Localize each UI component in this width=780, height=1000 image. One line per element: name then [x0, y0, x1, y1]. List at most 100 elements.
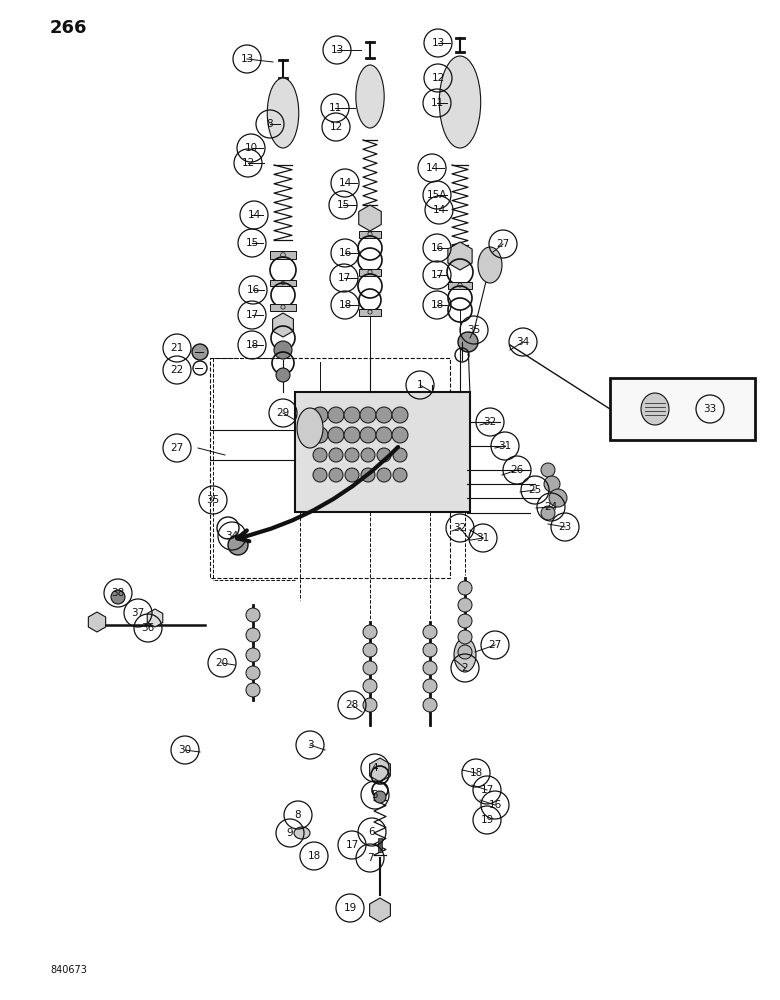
Bar	[210, 358, 450, 578]
Text: 19: 19	[480, 815, 494, 825]
Text: 2: 2	[462, 663, 468, 673]
Ellipse shape	[297, 408, 323, 448]
Text: 11: 11	[328, 103, 342, 113]
Circle shape	[276, 368, 290, 382]
Bar	[359, 231, 381, 237]
Circle shape	[363, 679, 377, 693]
Circle shape	[549, 489, 567, 507]
Polygon shape	[370, 758, 391, 782]
Circle shape	[363, 661, 377, 675]
Text: 29: 29	[276, 408, 289, 418]
Text: 14: 14	[339, 178, 352, 188]
Circle shape	[345, 448, 359, 462]
Text: 4: 4	[372, 763, 378, 773]
Polygon shape	[147, 609, 163, 627]
Text: 6: 6	[369, 827, 375, 837]
Text: 5: 5	[372, 790, 378, 800]
Text: 9: 9	[287, 828, 293, 838]
Text: 3: 3	[307, 740, 314, 750]
Circle shape	[458, 630, 472, 644]
Text: 18: 18	[470, 768, 483, 778]
Circle shape	[328, 427, 344, 443]
Text: 18: 18	[307, 851, 321, 861]
Circle shape	[345, 468, 359, 482]
Text: 27: 27	[170, 443, 183, 453]
Circle shape	[423, 625, 437, 639]
Text: 26: 26	[510, 465, 523, 475]
Circle shape	[246, 648, 260, 662]
Circle shape	[363, 698, 377, 712]
Circle shape	[458, 581, 472, 595]
Text: 18: 18	[339, 300, 352, 310]
Ellipse shape	[478, 247, 502, 283]
Circle shape	[376, 407, 392, 423]
Text: 20: 20	[215, 658, 229, 668]
Text: 32: 32	[484, 417, 497, 427]
Circle shape	[458, 614, 472, 628]
Polygon shape	[359, 205, 381, 231]
Circle shape	[377, 448, 391, 462]
Text: 27: 27	[496, 239, 509, 249]
Text: 37: 37	[131, 608, 144, 618]
Text: 32: 32	[453, 523, 466, 533]
Text: 12: 12	[431, 73, 445, 83]
Text: 14: 14	[247, 210, 261, 220]
Text: 13: 13	[331, 45, 344, 55]
Circle shape	[363, 643, 377, 657]
Text: 10: 10	[244, 143, 257, 153]
Ellipse shape	[439, 56, 480, 148]
Circle shape	[363, 625, 377, 639]
Circle shape	[423, 661, 437, 675]
Text: 21: 21	[170, 343, 183, 353]
Bar	[359, 268, 381, 275]
Text: 38: 38	[112, 588, 125, 598]
Text: 16: 16	[431, 243, 444, 253]
Circle shape	[313, 448, 327, 462]
Bar	[295, 392, 470, 512]
Text: 35: 35	[467, 325, 480, 335]
Circle shape	[423, 698, 437, 712]
Polygon shape	[448, 242, 472, 270]
Circle shape	[393, 448, 407, 462]
Text: 19: 19	[343, 903, 356, 913]
Text: 31: 31	[477, 533, 490, 543]
Polygon shape	[88, 612, 105, 632]
Circle shape	[458, 598, 472, 612]
Text: 24: 24	[544, 502, 558, 512]
Circle shape	[246, 608, 260, 622]
Text: 22: 22	[170, 365, 183, 375]
Ellipse shape	[454, 638, 476, 672]
Circle shape	[329, 448, 343, 462]
Circle shape	[376, 427, 392, 443]
Text: 27: 27	[488, 640, 502, 650]
Circle shape	[192, 344, 208, 360]
Text: 17: 17	[431, 270, 444, 280]
Bar	[610, 378, 755, 440]
Circle shape	[312, 427, 328, 443]
Ellipse shape	[356, 65, 385, 128]
Text: 30: 30	[179, 745, 192, 755]
Text: 7: 7	[367, 853, 374, 863]
Bar	[448, 282, 472, 288]
Text: 34: 34	[516, 337, 530, 347]
Text: 31: 31	[498, 441, 512, 451]
Text: 11: 11	[431, 98, 444, 108]
Ellipse shape	[268, 78, 299, 148]
Circle shape	[313, 468, 327, 482]
Text: 23: 23	[558, 522, 572, 532]
Text: 17: 17	[480, 785, 494, 795]
Text: 35: 35	[207, 495, 220, 505]
Circle shape	[423, 643, 437, 657]
Polygon shape	[370, 898, 391, 922]
Text: 18: 18	[246, 340, 259, 350]
Circle shape	[329, 468, 343, 482]
Circle shape	[111, 590, 125, 604]
Circle shape	[541, 506, 555, 520]
Circle shape	[312, 407, 328, 423]
Circle shape	[246, 683, 260, 697]
Circle shape	[328, 407, 344, 423]
Text: 266: 266	[50, 19, 87, 37]
Circle shape	[392, 407, 408, 423]
Text: 12: 12	[329, 122, 342, 132]
Circle shape	[374, 791, 386, 803]
